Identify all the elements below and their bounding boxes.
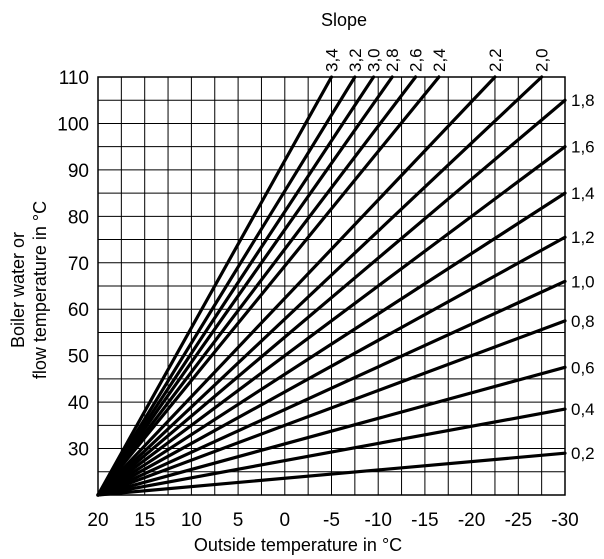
slope-legend-title: Slope — [321, 10, 367, 30]
curve-slope-0-2 — [96, 451, 567, 497]
slope-label: 2,6 — [407, 48, 426, 72]
x-tick-label: 10 — [181, 510, 202, 531]
curve-slope-0-8 — [96, 319, 567, 497]
x-tick-labels: 20 15 10 5 0 -5 -10 -15 -20 -25 -30 — [87, 510, 578, 531]
slope-label: 2,8 — [383, 48, 402, 72]
x-axis-label: Outside temperature in °C — [194, 535, 402, 555]
y-tick-label: 90 — [68, 161, 89, 182]
slope-label: 1,8 — [571, 91, 595, 110]
x-tick-label: 5 — [233, 510, 244, 531]
curve-slope-1-2 — [96, 235, 567, 497]
slope-label: 0,8 — [571, 312, 595, 331]
curve-slope-2-6 — [96, 75, 418, 497]
slope-label: 1,6 — [571, 138, 595, 157]
x-tick-label: 0 — [280, 510, 291, 531]
x-tick-label: -25 — [505, 510, 532, 531]
curve-slope-2-2 — [96, 75, 497, 497]
curve-slope-3-0 — [96, 75, 376, 497]
y-tick-label: 50 — [68, 347, 89, 368]
y-tick-labels: 30 40 50 60 70 80 90 100 110 — [57, 68, 89, 461]
slope-label: 3,4 — [323, 48, 342, 72]
slope-label: 0,2 — [571, 444, 595, 463]
y-tick-label: 70 — [68, 254, 89, 275]
slope-label: 3,2 — [346, 48, 365, 72]
y-tick-label: 40 — [68, 393, 89, 414]
slope-label: 1,0 — [571, 272, 595, 291]
curve-slope-3-2 — [96, 75, 357, 497]
slope-labels: 0,2 0,4 0,6 0,8 1,0 1,2 1,4 1,6 1,8 2,0 2,2 2,42,6 2… — [323, 48, 595, 463]
curve-slope-3-4 — [96, 75, 334, 497]
curve-slope-1-0 — [96, 279, 567, 497]
heating-curves — [96, 75, 567, 497]
x-tick-label: 15 — [134, 510, 155, 531]
x-tick-label: -5 — [323, 510, 340, 531]
curve-slope-2-4 — [96, 75, 441, 497]
curve-slope-1-4 — [96, 191, 567, 497]
slope-label: 2,0 — [533, 48, 552, 72]
slope-label: 3,0 — [365, 48, 384, 72]
curve-slope-0-4 — [96, 407, 567, 497]
curve-slope-1-8 — [96, 98, 567, 497]
curve-slope-2-0 — [96, 75, 544, 497]
curve-slope-0-6 — [96, 365, 567, 497]
x-tick-label: -15 — [411, 510, 438, 531]
y-tick-label: 100 — [57, 114, 89, 135]
y-axis-label-line-2: flow temperature in °C — [30, 201, 50, 379]
y-tick-label: 60 — [68, 300, 89, 321]
x-tick-label: -30 — [551, 510, 578, 531]
slope-label: 1,2 — [571, 228, 595, 247]
slope-label: 2,4 — [430, 48, 449, 72]
slope-label: 0,4 — [571, 400, 595, 419]
y-tick-label: 110 — [59, 68, 89, 89]
curve-slope-1-6 — [96, 145, 567, 497]
curve-slope-2-8 — [96, 75, 394, 497]
x-tick-label: -10 — [364, 510, 391, 531]
y-tick-label: 80 — [68, 207, 89, 228]
x-tick-label: -20 — [458, 510, 485, 531]
y-axis-label-line-1: Boiler water or — [8, 232, 28, 348]
slope-label: 2,2 — [486, 48, 505, 72]
y-tick-label: 30 — [68, 440, 89, 461]
x-tick-label: 20 — [87, 510, 108, 531]
slope-label: 1,4 — [571, 184, 595, 203]
slope-label: 0,6 — [571, 358, 595, 377]
